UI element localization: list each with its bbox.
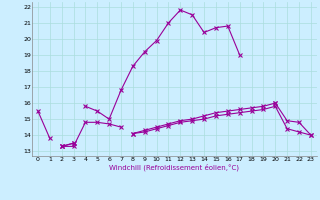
X-axis label: Windchill (Refroidissement éolien,°C): Windchill (Refroidissement éolien,°C): [109, 163, 239, 171]
